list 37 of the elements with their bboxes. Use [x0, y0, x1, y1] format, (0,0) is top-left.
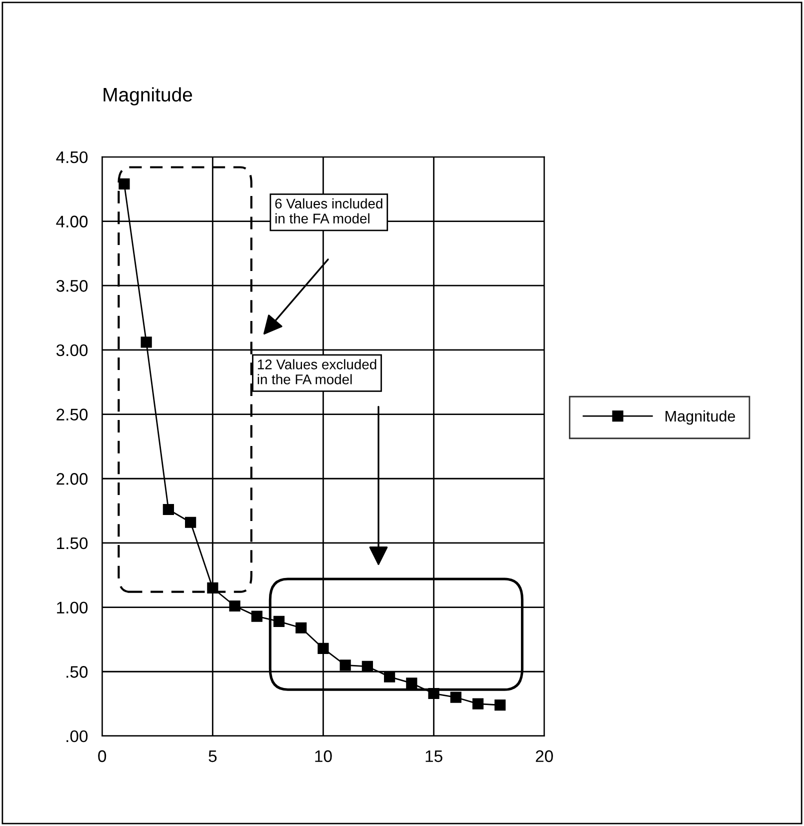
x-tick-label: 5 [208, 750, 217, 762]
y-tick-label: 4.00 [56, 216, 88, 228]
point [118, 178, 130, 190]
annotation: 6 Values included in the FA model [275, 198, 382, 224]
point [207, 582, 218, 594]
y-tick-label: 2.00 [56, 473, 88, 485]
point [362, 660, 373, 672]
y-tick-label: 4.50 [56, 151, 88, 164]
point [140, 336, 152, 348]
y-tick-label: 1.50 [57, 537, 88, 550]
point [273, 616, 285, 628]
point [229, 600, 240, 612]
point [251, 610, 262, 622]
x-tick-label: 20 [536, 750, 553, 762]
chart-title: Magnitude [104, 87, 192, 106]
point [494, 700, 506, 711]
y-tick-label: 3.50 [56, 280, 88, 292]
point [184, 516, 196, 528]
y-tick-label: .50 [66, 666, 88, 678]
point [318, 642, 329, 654]
point [162, 504, 174, 516]
x-tick-label: 15 [426, 750, 442, 762]
y-tick-label: 3.00 [56, 344, 88, 356]
point [428, 688, 440, 700]
point [450, 692, 462, 703]
y-tick-label: 1.00 [57, 602, 88, 614]
point [340, 660, 351, 671]
point [296, 622, 307, 634]
legend-label: Magnitude [666, 410, 736, 425]
point [472, 698, 484, 710]
point [384, 671, 396, 682]
x-tick-label: 0 [98, 750, 106, 762]
point [406, 678, 418, 689]
x-tick-label: 10 [315, 750, 332, 762]
y-tick-label: .00 [66, 730, 88, 742]
annotation: 12 Values excluded in the FA model [258, 359, 376, 384]
y-tick-label: 2.50 [56, 408, 88, 420]
